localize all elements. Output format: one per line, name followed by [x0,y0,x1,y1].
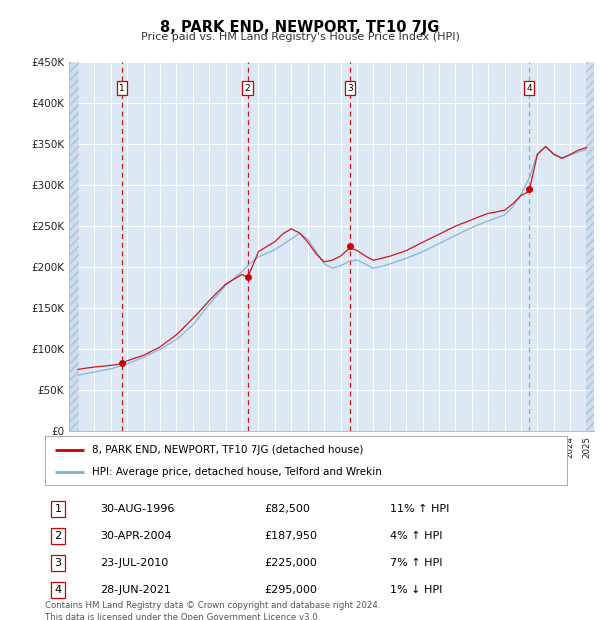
Text: Contains HM Land Registry data © Crown copyright and database right 2024.
This d: Contains HM Land Registry data © Crown c… [45,601,380,620]
Text: £295,000: £295,000 [264,585,317,595]
Text: 2: 2 [245,84,250,93]
Text: 8, PARK END, NEWPORT, TF10 7JG: 8, PARK END, NEWPORT, TF10 7JG [160,20,440,35]
Text: 1: 1 [55,504,62,514]
Text: 23-JUL-2010: 23-JUL-2010 [100,558,168,568]
Text: 4: 4 [55,585,62,595]
Text: 1: 1 [119,84,125,93]
Text: 4: 4 [526,84,532,93]
Text: 2: 2 [55,531,62,541]
Text: £187,950: £187,950 [264,531,317,541]
Text: HPI: Average price, detached house, Telford and Wrekin: HPI: Average price, detached house, Telf… [92,467,382,477]
Text: 30-APR-2004: 30-APR-2004 [100,531,172,541]
Text: 11% ↑ HPI: 11% ↑ HPI [389,504,449,514]
Text: 3: 3 [347,84,353,93]
Text: 28-JUN-2021: 28-JUN-2021 [100,585,170,595]
Text: 30-AUG-1996: 30-AUG-1996 [100,504,174,514]
Text: Price paid vs. HM Land Registry's House Price Index (HPI): Price paid vs. HM Land Registry's House … [140,32,460,42]
Text: £225,000: £225,000 [264,558,317,568]
Text: 8, PARK END, NEWPORT, TF10 7JG (detached house): 8, PARK END, NEWPORT, TF10 7JG (detached… [92,445,364,454]
Text: 1% ↓ HPI: 1% ↓ HPI [389,585,442,595]
Text: 3: 3 [55,558,62,568]
Text: 7% ↑ HPI: 7% ↑ HPI [389,558,442,568]
Text: 4% ↑ HPI: 4% ↑ HPI [389,531,442,541]
Text: £82,500: £82,500 [264,504,310,514]
